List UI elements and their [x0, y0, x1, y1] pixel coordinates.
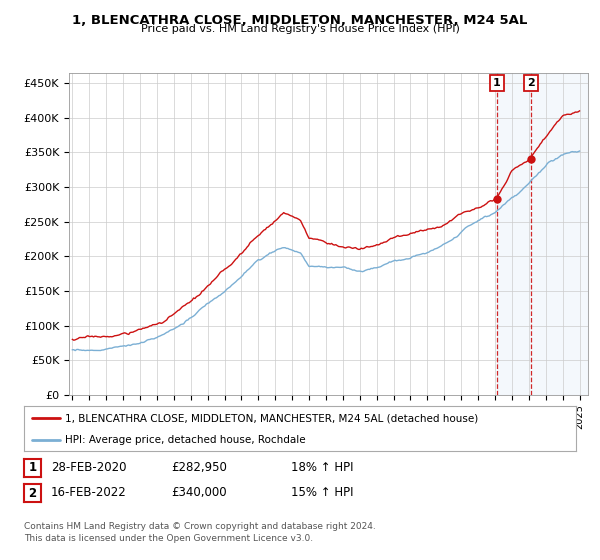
Text: £340,000: £340,000 [171, 486, 227, 500]
Text: 2: 2 [527, 78, 535, 88]
Text: 2: 2 [28, 487, 37, 500]
Text: 15% ↑ HPI: 15% ↑ HPI [291, 486, 353, 500]
Text: Price paid vs. HM Land Registry's House Price Index (HPI): Price paid vs. HM Land Registry's House … [140, 24, 460, 34]
Text: 1: 1 [493, 78, 501, 88]
Text: 1: 1 [28, 461, 37, 474]
Text: 1, BLENCATHRA CLOSE, MIDDLETON, MANCHESTER, M24 5AL (detached house): 1, BLENCATHRA CLOSE, MIDDLETON, MANCHEST… [65, 413, 479, 423]
Text: 1, BLENCATHRA CLOSE, MIDDLETON, MANCHESTER, M24 5AL: 1, BLENCATHRA CLOSE, MIDDLETON, MANCHEST… [73, 14, 527, 27]
Text: 16-FEB-2022: 16-FEB-2022 [51, 486, 127, 500]
Text: HPI: Average price, detached house, Rochdale: HPI: Average price, detached house, Roch… [65, 435, 306, 445]
Text: £282,950: £282,950 [171, 461, 227, 474]
Text: 18% ↑ HPI: 18% ↑ HPI [291, 461, 353, 474]
Bar [497, 73, 588, 395]
Text: 28-FEB-2020: 28-FEB-2020 [51, 461, 127, 474]
Text: Contains HM Land Registry data © Crown copyright and database right 2024.
This d: Contains HM Land Registry data © Crown c… [24, 522, 376, 543]
